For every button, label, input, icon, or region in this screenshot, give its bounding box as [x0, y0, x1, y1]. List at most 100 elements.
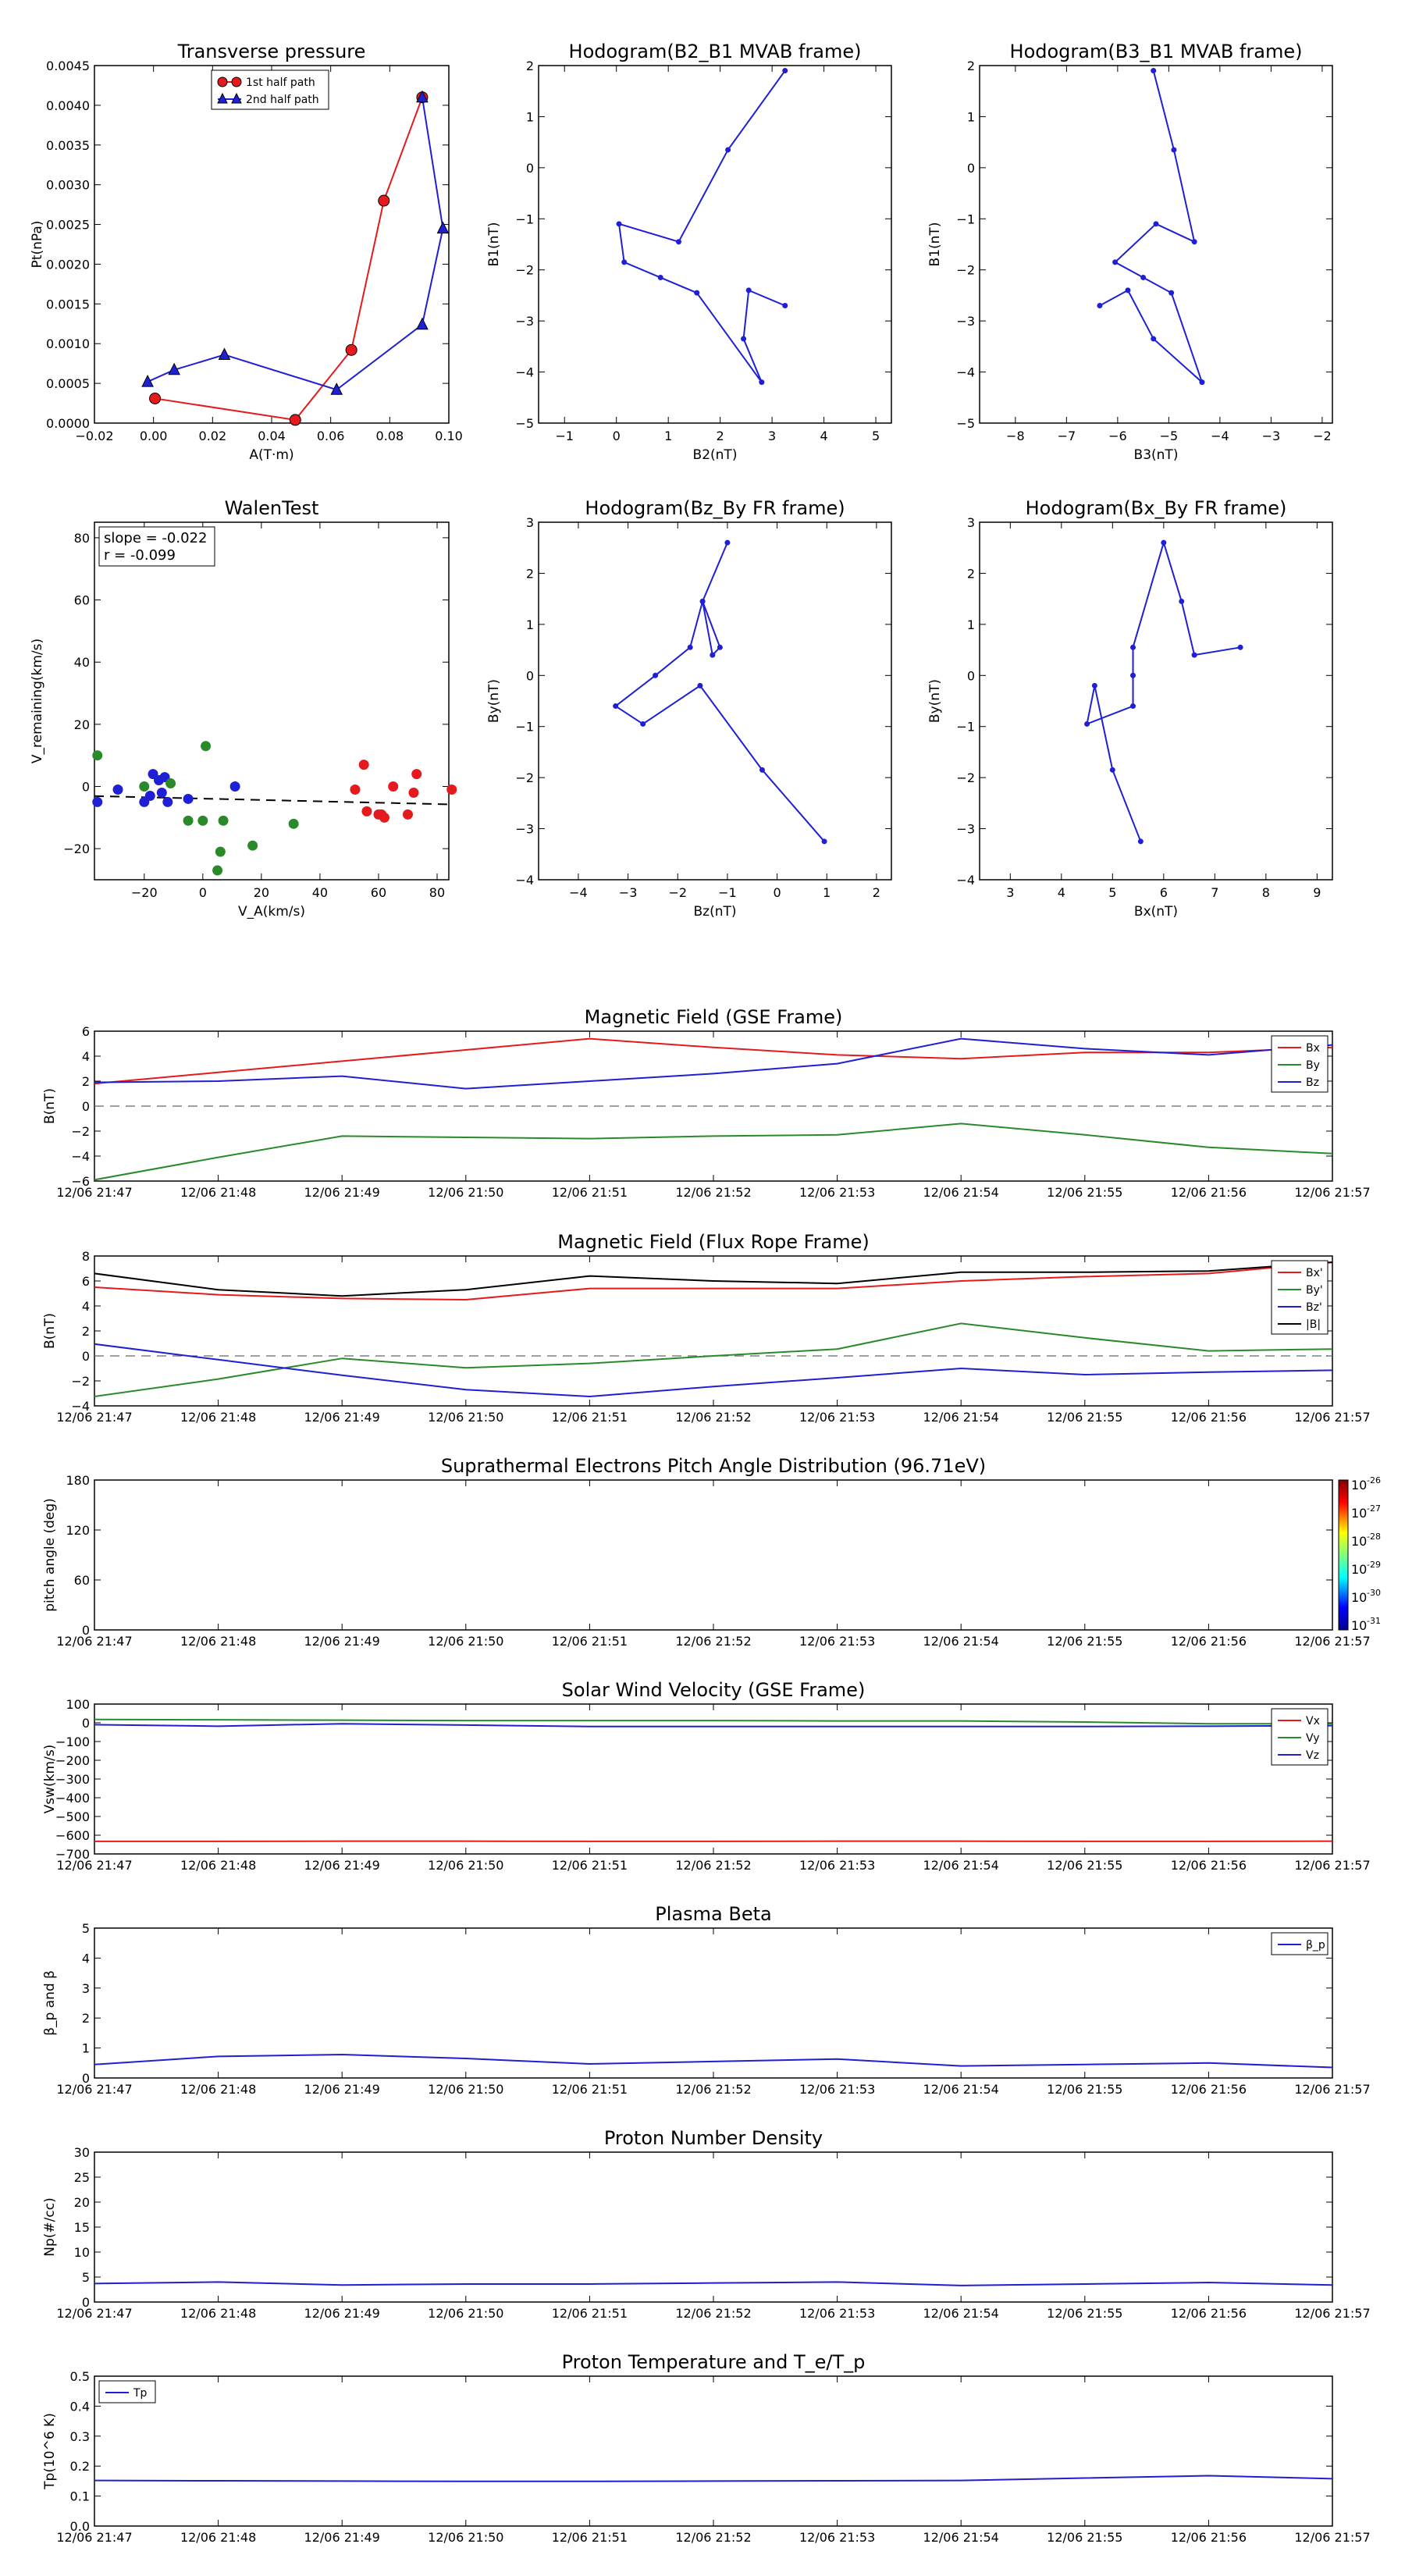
y-tick-label: 0.3	[70, 2429, 90, 2444]
y-axis-label: pitch angle (deg)	[42, 1498, 58, 1612]
x-tick-label: 12/06 21:54	[923, 2530, 999, 2545]
y-axis-label: V_remaining(km/s)	[30, 639, 45, 763]
chart-title: Hodogram(B3_B1 MVAB frame)	[1010, 41, 1303, 62]
x-tick-label: 0.08	[376, 429, 404, 443]
x-tick-label: 2	[717, 429, 724, 443]
x-tick-label: 12/06 21:47	[56, 1634, 132, 1649]
x-tick-label: 12/06 21:53	[799, 1634, 875, 1649]
y-axis-label: B(nT)	[42, 1088, 58, 1124]
scatter-point	[247, 840, 258, 851]
y-tick-label: −2	[71, 1374, 90, 1389]
x-tick-label: 12/06 21:52	[675, 1410, 751, 1425]
plot-frame	[538, 521, 892, 881]
x-tick-label: 12/06 21:49	[304, 1410, 380, 1425]
y-tick-label: 4	[82, 1951, 90, 1966]
x-tick-label: 0	[199, 885, 207, 900]
y-tick-label: 0	[526, 668, 534, 683]
x-tick-label: 12/06 21:48	[180, 2082, 256, 2097]
data-point	[436, 221, 450, 234]
legend-label: Bx	[1306, 1042, 1320, 1055]
x-tick-label: 12/06 21:53	[799, 2530, 875, 2545]
y-tick-label: −500	[55, 1809, 90, 1824]
data-point	[724, 539, 731, 546]
y-tick-label: 0.2	[70, 2459, 90, 2474]
data-point	[613, 703, 619, 710]
y-tick-label: 100	[66, 1697, 90, 1712]
x-tick-label: 1	[664, 429, 672, 443]
legend-label: By'	[1306, 1284, 1323, 1297]
colorbar-label: 10	[1351, 1478, 1367, 1493]
y-tick-label: 0.0035	[46, 138, 90, 153]
y-tick-label: 1	[526, 109, 534, 124]
scatter-point	[402, 809, 413, 820]
data-point	[657, 275, 663, 281]
data-point	[1140, 275, 1147, 281]
y-tick-label: −1	[956, 720, 975, 735]
y-tick-label: 0	[82, 1349, 90, 1364]
chart-title: Plasma Beta	[655, 1903, 771, 1925]
y-tick-label: 2	[526, 59, 534, 73]
x-tick-label: 0.02	[199, 429, 227, 443]
legend-label: Bz	[1306, 1076, 1319, 1089]
y-tick-label: 20	[74, 2195, 90, 2210]
chart-title: Proton Number Density	[604, 2127, 823, 2149]
y-axis-label: Np(#/cc)	[42, 2197, 58, 2256]
y-tick-label: −1	[956, 212, 975, 226]
colorbar-exponent: -28	[1367, 1532, 1381, 1542]
y-tick-label: 0.4	[70, 2399, 90, 2414]
data-point	[717, 644, 723, 650]
y-tick-label: 0.0025	[46, 218, 90, 233]
x-axis-label: V_A(km/s)	[238, 904, 305, 920]
series-line---p	[94, 2054, 1333, 2069]
data-point	[1137, 838, 1144, 845]
series-line-series-0	[94, 2281, 1333, 2286]
y-tick-label: −300	[55, 1772, 90, 1787]
y-tick-label: 2	[82, 1324, 90, 1339]
panel-hodogram-b2-b1: Hodogram(B2_B1 MVAB frame) −1 0 1 2 3 4 5 −5 −4 −3…	[486, 41, 892, 463]
legend-box	[211, 69, 329, 110]
scatter-point	[288, 818, 299, 829]
x-axis-label: B2(nT)	[693, 447, 738, 463]
legend-label: Bz'	[1306, 1301, 1322, 1314]
x-tick-label: 12/06 21:52	[675, 1634, 751, 1649]
y-tick-label: 40	[74, 655, 90, 670]
series-line-bx-	[94, 1261, 1333, 1301]
y-tick-label: −700	[55, 1847, 90, 1862]
y-tick-label: −4	[515, 365, 534, 380]
x-tick-label: 12/06 21:57	[1294, 1185, 1370, 1200]
x-tick-label: −3	[1262, 429, 1281, 443]
y-tick-label: 0.0005	[46, 376, 90, 391]
y-tick-label: 5	[82, 2270, 90, 2285]
x-tick-label: 12/06 21:47	[56, 1410, 132, 1425]
data-point	[1191, 652, 1197, 658]
y-tick-label: 0.0030	[46, 178, 90, 193]
x-tick-label: 0.10	[435, 429, 463, 443]
annotation-box	[98, 526, 215, 567]
x-tick-label: 40	[312, 885, 328, 900]
y-tick-label: −200	[55, 1753, 90, 1768]
y-tick-label: −400	[55, 1791, 90, 1806]
x-tick-label: 12/06 21:51	[552, 2082, 628, 2097]
x-tick-label: 12/06 21:56	[1171, 1410, 1247, 1425]
x-tick-label: 12/06 21:54	[923, 1858, 999, 1873]
data-point	[694, 290, 700, 296]
y-tick-label: 60	[74, 1573, 90, 1588]
x-tick-label: 12/06 21:52	[675, 2306, 751, 2321]
series-line-bx	[94, 1037, 1333, 1085]
x-tick-label: 12/06 21:55	[1047, 2082, 1122, 2097]
x-tick-label: 12/06 21:48	[180, 1185, 256, 1200]
series-line-tp	[94, 2475, 1333, 2482]
x-tick-label: 12/06 21:51	[552, 1634, 628, 1649]
y-tick-label: 0	[82, 2071, 90, 2086]
fit-line	[94, 795, 450, 806]
data-point	[1191, 239, 1197, 245]
data-point	[1171, 147, 1177, 153]
data-point	[621, 259, 628, 265]
scatter-point	[350, 785, 361, 795]
data-point	[759, 767, 765, 773]
chart-title: Hodogram(Bz_By FR frame)	[585, 497, 845, 519]
colorbar-label: 10	[1351, 1618, 1367, 1633]
data-point	[416, 90, 429, 103]
plot-frame	[94, 2375, 1333, 2527]
legend-label: Vz	[1306, 1749, 1319, 1762]
